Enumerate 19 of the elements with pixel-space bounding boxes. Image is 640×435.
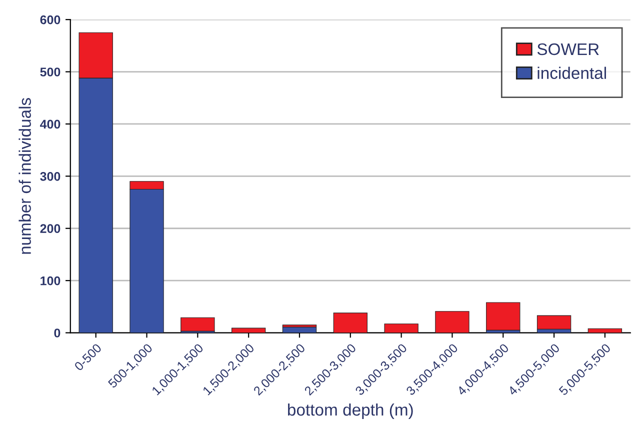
bar: [333, 312, 368, 333]
y-tick-label: 300: [40, 172, 60, 181]
y-tick-label: 0: [54, 328, 60, 338]
y-tick-label: 400: [40, 120, 60, 129]
bar: [435, 311, 470, 333]
y-axis-title: number of individuals: [18, 98, 31, 254]
y-tick-label: 500: [40, 68, 60, 76]
bar: [486, 302, 520, 330]
y-tick-label: 200: [40, 224, 60, 234]
y-tick-label: 100: [40, 276, 60, 286]
bar: [180, 317, 215, 332]
bar: [384, 324, 418, 333]
bar: [588, 328, 622, 333]
bar: [536, 315, 572, 330]
y-tick-label: 600: [40, 15, 60, 24]
x-axis-title: bottom depth (m): [288, 403, 413, 420]
legend-label: incidental: [538, 66, 606, 80]
legend-label: SOWER: [537, 43, 599, 56]
bar: [232, 328, 266, 333]
